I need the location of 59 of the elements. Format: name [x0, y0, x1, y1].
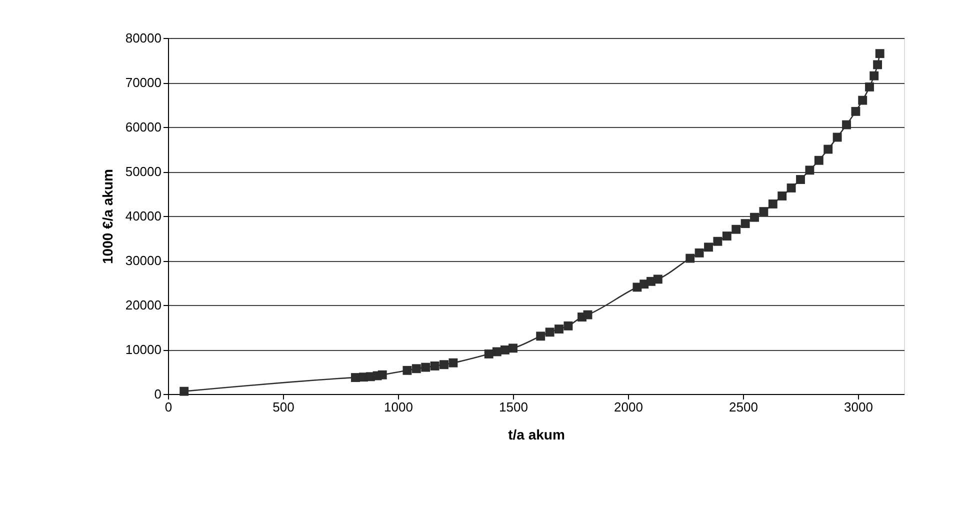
- point: [484, 349, 494, 358]
- point: [402, 366, 412, 375]
- y-tick-label: 10000: [125, 342, 162, 357]
- x-tick-label: 0: [164, 400, 172, 414]
- point: [421, 362, 430, 372]
- point: [858, 96, 868, 105]
- point: [805, 166, 814, 175]
- y-tick-label: 40000: [125, 208, 162, 224]
- point: [786, 183, 796, 192]
- point: [768, 200, 778, 208]
- point: [430, 361, 440, 370]
- x-tick-label: 3000: [844, 400, 873, 414]
- point: [500, 345, 510, 354]
- point: [448, 358, 458, 368]
- point: [750, 212, 759, 222]
- y-tick-label: 0: [154, 386, 162, 402]
- point: [875, 49, 884, 58]
- point: [851, 106, 860, 116]
- x-tick-label: 1000: [384, 400, 413, 414]
- point: [759, 207, 768, 216]
- y-tick-label: 20000: [125, 298, 162, 312]
- point: [378, 370, 387, 380]
- point: [824, 144, 833, 154]
- y-tick-label: 50000: [125, 164, 162, 179]
- point: [412, 364, 421, 374]
- point: [814, 156, 824, 165]
- point: [722, 232, 732, 240]
- point: [545, 328, 554, 337]
- y-axis-title: 1000 €/a akum: [99, 169, 116, 264]
- y-tick-label: 60000: [125, 120, 162, 134]
- point: [440, 360, 448, 370]
- point: [564, 321, 573, 330]
- x-tick-label: 500: [272, 400, 294, 414]
- point: [180, 386, 189, 396]
- y-tick-label: 70000: [125, 75, 162, 90]
- point: [732, 224, 741, 234]
- y-tick-label: 30000: [125, 253, 162, 268]
- x-tick-label: 2500: [729, 400, 758, 414]
- x-axis-title: t/a akum: [508, 426, 565, 442]
- point: [740, 219, 750, 228]
- point: [873, 60, 882, 70]
- point: [694, 248, 704, 258]
- point: [704, 242, 713, 252]
- y-tick-label: 80000: [125, 30, 162, 46]
- point: [778, 192, 787, 200]
- point: [508, 344, 518, 353]
- x-tick-label: 1500: [499, 400, 528, 414]
- point: [842, 120, 851, 130]
- point: [653, 274, 662, 284]
- point: [865, 82, 874, 92]
- point: [554, 324, 564, 334]
- point: [870, 71, 879, 80]
- point: [832, 132, 842, 142]
- point: [686, 254, 695, 263]
- point: [583, 310, 592, 320]
- point: [796, 175, 805, 184]
- x-tick-label: 2000: [614, 400, 643, 414]
- point: [536, 332, 546, 341]
- point: [713, 236, 722, 246]
